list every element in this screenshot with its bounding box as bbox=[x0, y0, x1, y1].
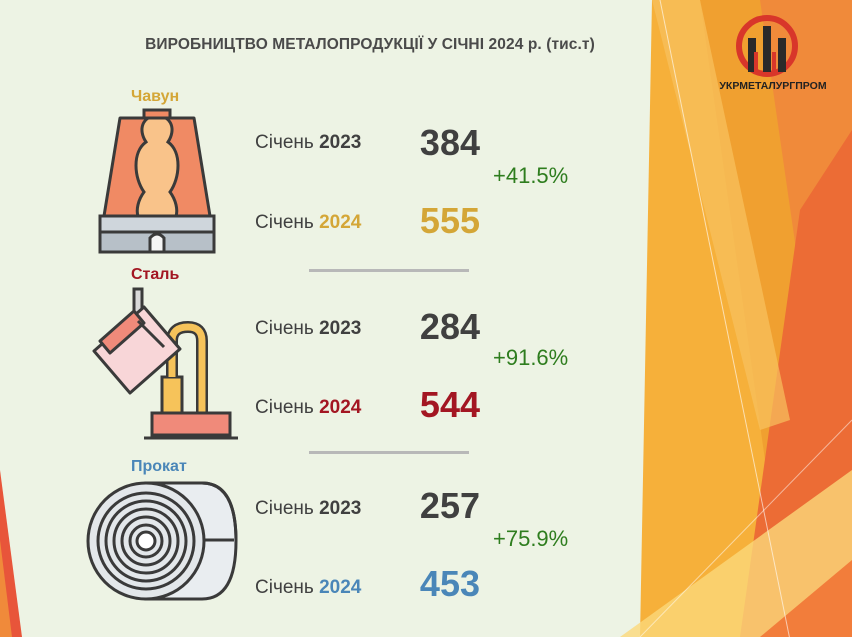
page-title: ВИРОБНИЦТВО МЕТАЛОПРОДУКЦІЇ У СІЧНІ 2024… bbox=[145, 36, 595, 53]
value-2024: 555 bbox=[419, 200, 480, 241]
row-label-2023: Січень 2023 bbox=[255, 132, 362, 153]
ladle-icon bbox=[92, 287, 238, 440]
category-label-stal: Сталь bbox=[131, 266, 180, 283]
value-2023: 384 bbox=[419, 122, 480, 163]
value-2023: 257 bbox=[419, 485, 480, 526]
section-divider bbox=[309, 451, 469, 454]
category-label-prokat: Прокат bbox=[131, 458, 187, 475]
change-percent: +91.6% bbox=[493, 345, 569, 370]
change-percent: +41.5% bbox=[493, 163, 569, 188]
row-label-2023: Січень 2023 bbox=[255, 318, 362, 339]
category-label-chavun: Чавун bbox=[131, 88, 180, 105]
value-2023: 284 bbox=[419, 306, 480, 347]
blast-furnace-icon bbox=[98, 108, 216, 254]
value-2024: 453 bbox=[419, 563, 480, 604]
row-label-2024: Січень 2024 bbox=[255, 212, 362, 233]
company-name: УКРМЕТАЛУРГПРОМ bbox=[719, 80, 827, 92]
value-2024: 544 bbox=[419, 384, 480, 425]
section-divider bbox=[309, 269, 469, 272]
company-logo bbox=[736, 15, 798, 77]
row-label-2024: Січень 2024 bbox=[255, 397, 362, 418]
row-label-2023: Січень 2023 bbox=[255, 498, 362, 519]
steel-coil-icon bbox=[86, 481, 238, 601]
row-label-2024: Січень 2024 bbox=[255, 577, 362, 598]
change-percent: +75.9% bbox=[493, 526, 569, 551]
